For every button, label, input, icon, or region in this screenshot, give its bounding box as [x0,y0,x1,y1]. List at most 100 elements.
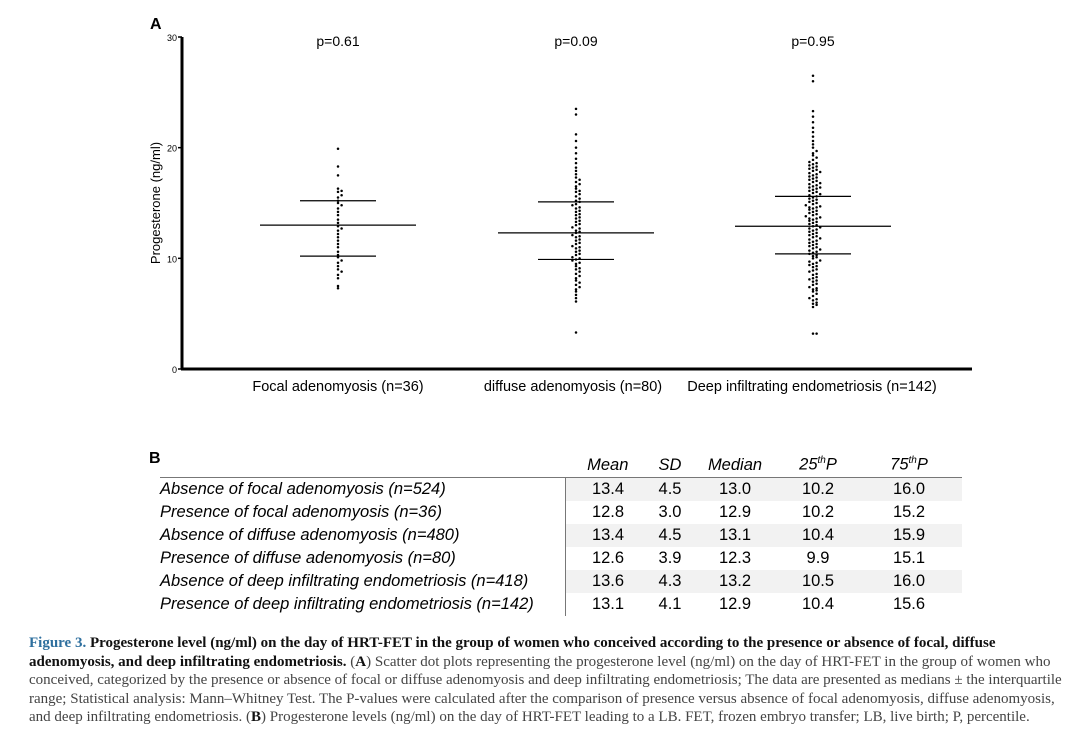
data-point [337,274,340,277]
data-point [575,157,578,160]
data-point [337,250,340,253]
data-point [819,182,822,185]
table-row: Presence of focal adenomyosis (n=36) 12.8… [160,501,962,524]
data-point [819,248,822,251]
data-point [815,289,818,292]
data-point [340,227,343,230]
table-cell: 13.6 [566,570,651,593]
table-row: Presence of diffuse adenomyosis (n=80) 12… [160,547,962,570]
data-point [575,113,578,116]
data-point [578,190,581,193]
data-point [812,288,815,291]
data-point [575,263,578,266]
data-point [808,260,811,263]
data-point [808,249,811,252]
table-cell: 12.3 [690,547,780,570]
data-point [575,331,578,334]
data-point [578,281,581,284]
data-point [575,191,578,194]
data-point [808,186,811,189]
data-point [815,187,818,190]
table-cell: 12.6 [566,547,651,570]
data-point [340,270,343,273]
data-point [578,193,581,196]
data-point [815,292,818,295]
data-point [815,243,818,246]
data-point [578,209,581,212]
data-point [812,236,815,239]
data-point [812,247,815,250]
data-point [337,233,340,236]
data-point [819,186,822,189]
data-point [575,224,578,227]
data-point [575,268,578,271]
data-point [815,173,818,176]
data-point [575,279,578,282]
data-point [337,277,340,280]
data-point [815,217,818,220]
data-point [812,332,815,335]
row-label: Presence of diffuse adenomyosis (n=80) [160,547,566,570]
table-header-row: Mean SD Median 25thP 75thP [160,453,962,478]
table-cell: 15.6 [856,593,962,616]
data-point [819,226,822,229]
x-category-label: Focal adenomyosis (n=36) [252,379,423,395]
data-point [337,243,340,246]
p-value-label: p=0.61 [316,33,359,49]
data-point [808,242,811,245]
table-cell: 13.4 [566,478,651,502]
header-median: Median [690,453,780,478]
caption-part-b: Progesterone levels (ng/ml) on the day o… [270,709,1030,725]
data-point [812,240,815,243]
data-point [578,227,581,230]
data-point [812,302,815,305]
data-point [337,174,340,177]
data-point [815,298,818,301]
table-cell: 10.5 [780,570,856,593]
data-point [340,190,343,193]
data-point [808,206,811,209]
data-point [578,242,581,245]
table-cell: 9.9 [780,547,856,570]
data-point [578,246,581,249]
data-point [808,245,811,248]
row-label: Presence of deep infiltrating endometrio… [160,593,566,616]
data-point [575,133,578,136]
data-point [571,259,574,262]
data-point [575,173,578,176]
table-cell: 16.0 [856,570,962,593]
data-point [812,115,815,118]
data-point [819,216,822,219]
data-point [812,80,815,83]
data-point [575,300,578,303]
y-tick-label: 20 [167,144,177,154]
data-point [812,188,815,191]
data-point [337,148,340,151]
data-point [815,209,818,212]
data-point [812,306,815,309]
table-cell: 15.9 [856,524,962,547]
data-point [815,162,818,165]
table-cell: 13.0 [690,478,780,502]
data-point [575,232,578,235]
data-point [337,268,340,271]
data-point [815,165,818,168]
data-point [815,235,818,238]
data-point [812,174,815,177]
y-tick-label: 0 [172,365,177,375]
data-point [812,280,815,283]
data-point [815,301,818,304]
data-point [808,219,811,222]
data-point [337,236,340,239]
data-point [340,204,343,207]
data-point [819,193,822,196]
data-point [578,238,581,241]
data-point [812,277,815,280]
data-point [575,200,578,203]
data-point [575,207,578,210]
data-point [815,202,818,205]
data-point [575,297,578,300]
data-point [575,170,578,173]
data-point [575,284,578,287]
data-point [578,206,581,209]
